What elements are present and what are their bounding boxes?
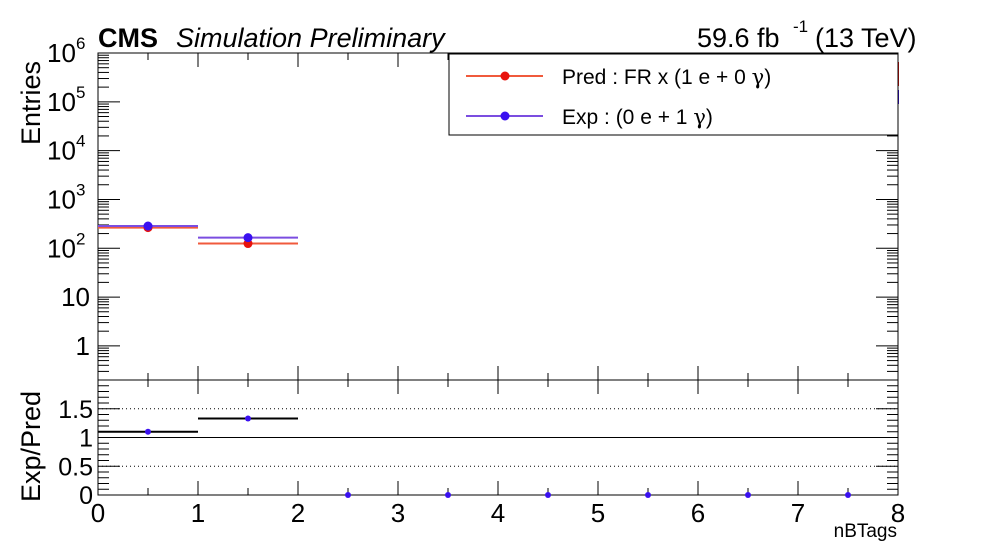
- upper-y-tick-exponent: 2: [76, 229, 85, 248]
- legend-marker-exp: [500, 111, 510, 121]
- ratio-marker: [145, 428, 151, 435]
- upper-y-tick-label: 10: [47, 184, 76, 214]
- x-tick-label: 4: [491, 498, 505, 528]
- upper-y-tick-exponent: 5: [76, 83, 85, 102]
- legend-label-symbol: γ: [693, 105, 706, 129]
- upper-y-tick-label: 10: [47, 233, 76, 263]
- upper-y-axis-title: Entries: [16, 61, 46, 145]
- cms-label: CMS: [98, 23, 158, 53]
- exp-marker: [243, 233, 253, 243]
- x-tick-label: 2: [291, 498, 305, 528]
- x-tick-label: 1: [191, 498, 205, 528]
- legend-label-symbol: γ: [752, 65, 765, 89]
- legend-box: [448, 53, 899, 136]
- luminosity-label: 59.6 fb -1 (13 TeV): [697, 17, 917, 53]
- exp-marker: [143, 221, 153, 231]
- legend-label-main: Pred : FR x (1 e + 0: [562, 66, 752, 89]
- upper-y-tick-exponent: 3: [76, 180, 85, 199]
- lower-panel: 00.511.50 1 2 3 4 5 6 7 8: [58, 379, 905, 528]
- lower-y-tick-label: 0.5: [58, 453, 93, 481]
- x-tick-label: 5: [591, 498, 605, 528]
- legend-label-main: Exp : (0 e + 1: [562, 106, 693, 129]
- x-tick-label: 8: [891, 498, 905, 528]
- x-tick-label: 0: [91, 498, 105, 528]
- lumi-exponent: -1: [793, 17, 808, 36]
- ratio-marker: [245, 415, 251, 422]
- lower-y-tick-label: 1.5: [58, 396, 93, 424]
- upper-y-tick-exponent: 6: [76, 34, 85, 53]
- upper-y-tick-label: 10: [61, 282, 90, 312]
- upper-y-tick-label: 10: [47, 87, 76, 117]
- legend: Pred : FR x (1 e + 0 γ)Exp : (0 e + 1 γ): [448, 53, 899, 136]
- legend-label-end: ): [764, 66, 771, 89]
- upper-y-tick-label: 10: [47, 38, 76, 68]
- lower-y-tick-label: 0: [79, 482, 93, 510]
- x-tick-label: 7: [791, 498, 805, 528]
- ratio-marker: [845, 492, 851, 498]
- ratio-marker: [745, 492, 751, 498]
- lumi-energy: (13 TeV): [815, 23, 917, 53]
- lower-y-axis-title: Exp/Pred: [16, 391, 46, 502]
- simulation-preliminary-label: Simulation Preliminary: [176, 23, 446, 53]
- legend-label-exp: Exp : (0 e + 1 γ): [562, 105, 713, 129]
- legend-marker-pred: [500, 71, 510, 81]
- upper-y-tick-exponent: 4: [76, 132, 85, 151]
- ratio-marker: [545, 492, 551, 498]
- x-tick-label: 3: [391, 498, 405, 528]
- upper-y-tick-label: 10: [47, 136, 76, 166]
- upper-y-tick-label: 1: [76, 331, 90, 361]
- x-axis-title: nBTags: [834, 521, 897, 542]
- lower-y-tick-label: 1: [79, 425, 93, 453]
- x-tick-label: 6: [691, 498, 705, 528]
- ratio-marker: [445, 492, 451, 498]
- legend-label-end: ): [706, 106, 713, 129]
- ratio-marker: [345, 492, 351, 498]
- legend-label-pred: Pred : FR x (1 e + 0 γ): [562, 65, 771, 89]
- ratio-marker: [645, 492, 651, 498]
- lumi-value: 59.6 fb: [697, 23, 780, 53]
